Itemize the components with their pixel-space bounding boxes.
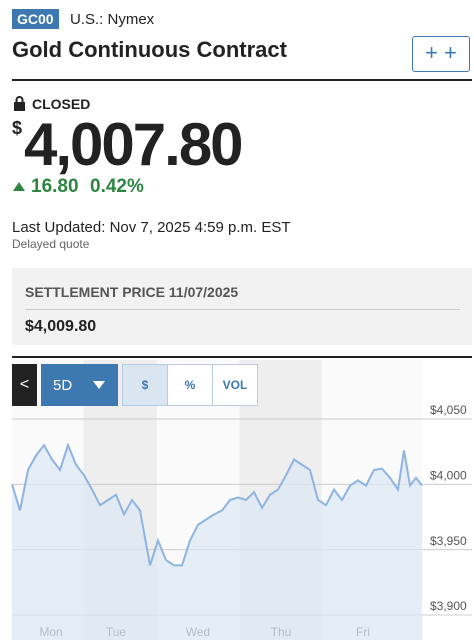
range-button[interactable]: 5D (41, 364, 118, 406)
title: Gold Continuous Contract (12, 37, 287, 62)
chart: $3,900$3,950$4,000$4,050MonTueWedThuFri (11, 360, 472, 640)
chart-divider (12, 356, 472, 358)
y-tick-label: $3,900 (430, 599, 467, 613)
mode-button[interactable]: $ (123, 365, 167, 405)
dropdown-arrow (93, 381, 105, 389)
settlement-box (12, 268, 472, 345)
settlement-label: SETTLEMENT PRICE 11/07/2025 (25, 284, 239, 300)
y-tick-label: $4,050 (430, 403, 467, 417)
symbol-badge: GC00 (12, 9, 59, 29)
mode-group: $% VOL (122, 364, 258, 406)
up-arrow (13, 182, 25, 191)
watchlist-button[interactable]: + + (412, 36, 470, 72)
lock-icon (14, 96, 25, 111)
currency: $ (12, 118, 23, 138)
y-tick-label: $3,950 (430, 534, 467, 548)
status: CLOSED (32, 96, 91, 112)
change-percent: 0.42% (90, 176, 144, 197)
header-divider (12, 79, 472, 81)
back-button[interactable]: < (12, 364, 37, 406)
delay-note: Delayed quote (12, 237, 90, 251)
mode-button[interactable]: VOL (212, 365, 257, 405)
change: 16.80 (31, 176, 79, 197)
settlement-divider (25, 309, 460, 310)
last-updated: Last Updated: Nov 7, 2025 4:59 p.m. EST (12, 219, 291, 236)
y-tick-label: $4,000 (430, 469, 467, 483)
settlement-value: $4,009.80 (25, 318, 97, 335)
exchange: U.S.: Nymex (70, 11, 155, 28)
area (12, 445, 422, 640)
mode-button[interactable]: % (167, 365, 212, 405)
range-label: 5D (53, 377, 73, 394)
price-line (11, 442, 423, 567)
price: 4,007.80 (24, 111, 244, 178)
